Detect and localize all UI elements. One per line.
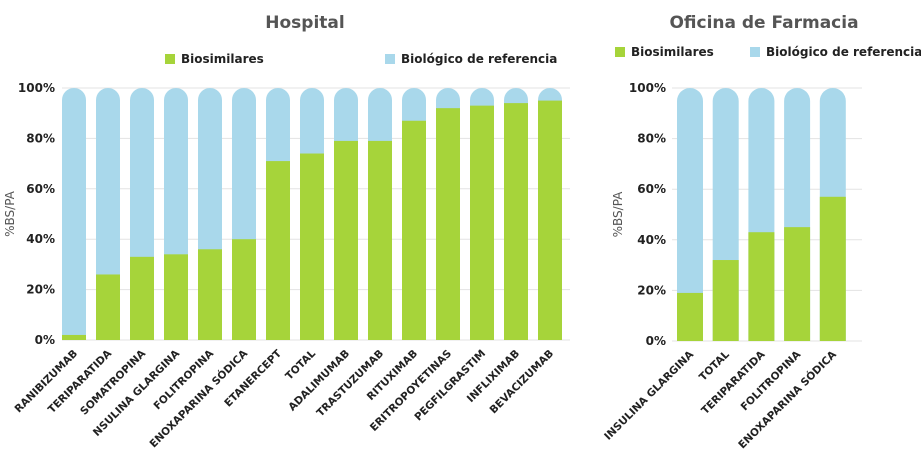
x-tick-label: ADALIMUMAB [286,348,352,414]
y-tick-label: 0% [646,334,666,348]
bar-biosimilares [436,108,460,340]
bar-referencia [62,88,86,340]
bar-biosimilares [198,249,222,340]
bar-biosimilares [368,140,392,340]
bar-referencia [677,88,703,341]
legend-swatch-biosimilares [165,54,175,64]
x-tick-label: RANIBIZUMAB [13,348,81,416]
bar-biosimilares [819,196,846,341]
bar-biosimilares [504,103,528,341]
legend-label: Biológico de referencia [401,52,557,66]
legend-swatch-referencia [750,47,760,57]
bar-biosimilares [402,120,426,340]
y-axis-label: %BS/PA [3,190,17,237]
bar-biosimilares [334,140,358,340]
bar-biosimilares [712,260,739,341]
x-tick-label: INSULINA GLARGINA [602,348,697,443]
legend-label: Biosimilares [181,52,264,66]
legend-swatch-biosimilares [615,47,625,57]
legend-swatch-referencia [385,54,395,64]
y-tick-label: 0% [35,333,55,347]
bar-biosimilares [130,256,154,340]
x-tick-label: FOLITROPINA [151,347,216,412]
bar-biosimilares [164,254,188,340]
y-tick-label: 60% [26,182,55,196]
legend-label: Biológico de referencia [766,45,921,59]
y-tick-label: 40% [637,233,666,247]
bar-biosimilares [538,100,562,340]
y-axis-label: %BS/PA [611,191,625,238]
x-tick-label: BEVACIZUMAB [487,348,556,417]
y-tick-label: 100% [629,81,666,95]
y-tick-label: 80% [637,132,666,146]
y-tick-label: 60% [637,182,666,196]
bar-biosimilares [96,274,120,340]
x-tick-label: TERIPARATIDA [699,348,768,417]
bar-biosimilares [62,334,86,340]
x-tick-label: TOTAL [697,348,732,383]
y-tick-label: 100% [18,81,55,95]
chart-title: Oficina de Farmacia [669,13,858,33]
bar-biosimilares [470,105,494,340]
bar-biosimilares [748,232,775,341]
bar-biosimilares [300,153,324,340]
chart-title: Hospital [265,13,344,33]
chart-oficina-farmacia: Oficina de Farmacia Biosimilares Biológico… [602,13,921,451]
legend-label: Biosimilares [631,45,714,59]
bar-biosimilares [784,227,811,341]
x-tick-label: TERIPARATIDA [46,347,115,416]
y-tick-label: 80% [26,131,55,145]
y-tick-label: 20% [26,283,55,297]
x-tick-label: FOLITROPINA [739,348,804,413]
bar-biosimilares [266,161,290,340]
chart-hospital: Hospital Biosimilares Biológico de referen… [3,13,570,450]
bar-biosimilares [677,292,703,341]
bar-biosimilares [232,239,256,340]
y-tick-label: 20% [637,283,666,297]
y-tick-label: 40% [26,232,55,246]
